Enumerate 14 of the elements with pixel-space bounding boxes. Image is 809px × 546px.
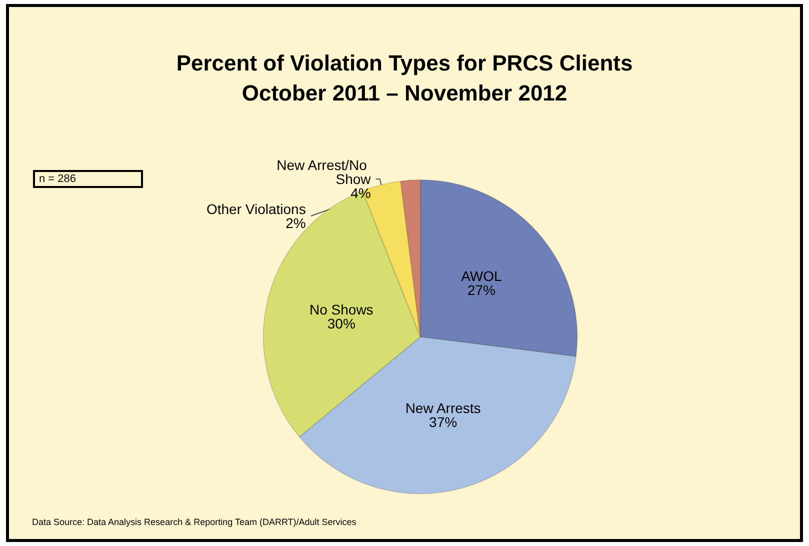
slice-label: New Arrest/No Show xyxy=(276,157,372,188)
data-label: 37% xyxy=(429,414,458,430)
data-label: 30% xyxy=(327,316,356,332)
chart-subtitle: October 2011 – November 2012 xyxy=(242,80,568,106)
slice-label: Other Violations xyxy=(206,201,306,218)
chart-title: Percent of Violation Types for PRCS Clients xyxy=(176,50,633,76)
data-label: 4% xyxy=(350,185,371,202)
source-note: Data Source: Data Analysis Research & Reporting Team (DARRT)/Adult Services xyxy=(32,517,356,527)
data-label: 2% xyxy=(286,215,306,232)
slice-label: New Arrests xyxy=(405,400,481,416)
slice-label: AWOL xyxy=(461,268,502,284)
slice-label: No Shows xyxy=(310,302,374,318)
text: n = 286 xyxy=(33,170,143,188)
data-label: 27% xyxy=(467,282,496,298)
